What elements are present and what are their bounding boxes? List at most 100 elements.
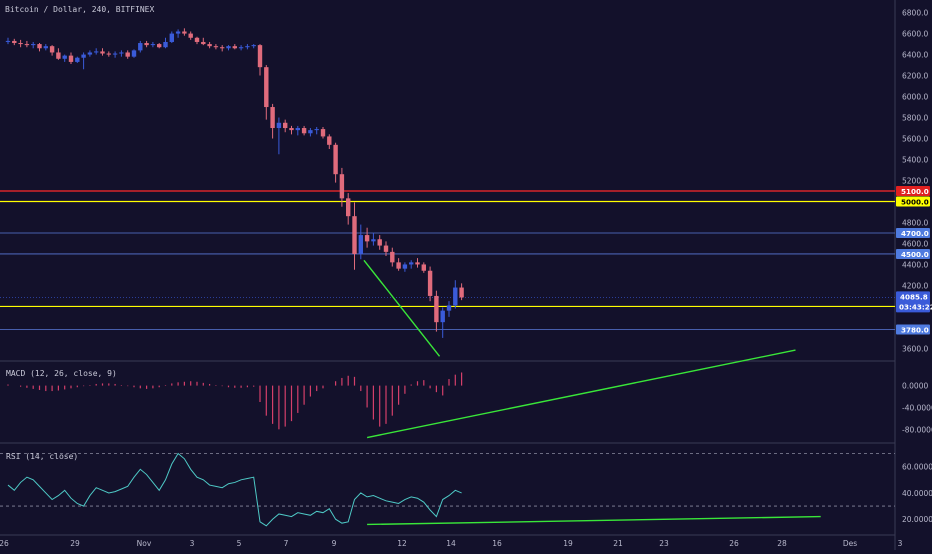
level-tag-label: 4700.0 (901, 229, 929, 238)
rsi-tick-label: 20.0000 (902, 515, 932, 524)
macd-tick-label: -80.0000 (902, 425, 932, 434)
candle-body (301, 128, 307, 134)
price-tick-label: 6400.0 (902, 51, 928, 60)
candle-body (402, 264, 408, 269)
candle-body (257, 45, 263, 68)
candle-body (194, 37, 200, 42)
candle-body (125, 52, 130, 57)
level-tag-label: 3780.0 (901, 326, 929, 335)
candle-body (226, 46, 231, 49)
candle-body (434, 295, 439, 323)
macd-tick-label: 0.0000 (902, 382, 928, 391)
rsi-trendline[interactable] (367, 515, 821, 526)
candle-body (138, 43, 143, 51)
macd-tick-label: -40.0000 (902, 403, 932, 412)
price-tick-label: 5400.0 (902, 156, 928, 165)
candle-body (24, 44, 30, 46)
time-tick-label: 7 (284, 539, 289, 548)
candle-body (232, 46, 237, 49)
last-price-tag (896, 291, 930, 313)
time-tick-label: 5 (237, 539, 242, 548)
candle-body (112, 53, 118, 55)
candle-body (238, 47, 244, 49)
candle-body (131, 50, 137, 57)
level-tag (896, 324, 930, 335)
candle-body (320, 129, 326, 137)
candle-body (377, 239, 382, 246)
time-tick-label: 3 (898, 539, 903, 548)
candle-body (31, 44, 36, 46)
price-tick-label: 4600.0 (902, 239, 928, 248)
price-tick-label: 5800.0 (902, 114, 928, 123)
candle-body (421, 264, 426, 271)
candle-body (364, 235, 370, 242)
price-tick-label: 4800.0 (902, 218, 928, 227)
candle-body (213, 46, 219, 48)
candle-body (314, 129, 319, 131)
price-trendline[interactable] (363, 259, 441, 357)
candle-body (283, 122, 288, 129)
candle-body (371, 239, 376, 242)
level-tag (896, 196, 930, 207)
price-tick-label: 5200.0 (902, 177, 928, 186)
candle-body (144, 43, 149, 46)
time-tick-label: Nov (137, 539, 152, 548)
candle-body (440, 310, 445, 323)
candle-body (327, 136, 332, 145)
candle-body (81, 54, 86, 58)
level-tag-label: 5000.0 (901, 197, 929, 206)
candle-body (201, 41, 206, 45)
candle-body (37, 44, 42, 49)
time-tick-label: 29 (70, 539, 80, 548)
candle-body (427, 270, 433, 296)
price-tick-label: 6000.0 (902, 93, 928, 102)
chart-title: Bitcoin / Dollar, 240, BITFINEX (5, 5, 154, 14)
last-price-label: 4085.8 (900, 292, 928, 301)
candle-body (182, 31, 187, 34)
candle-body (119, 52, 124, 54)
price-tick-label: 4200.0 (902, 281, 928, 290)
candle-body (43, 46, 48, 49)
candle-body (264, 67, 269, 108)
candle-body (415, 262, 420, 265)
time-tick-label: 26 (729, 539, 739, 548)
candle-body (87, 52, 93, 55)
axes: 6800.0 6600.0 6400.0 6200.0 6000.0 5800.0 5600… (0, 9, 932, 548)
time-tick-label: 21 (613, 539, 623, 548)
candle-body (251, 45, 256, 47)
candle-body (207, 44, 212, 47)
candle-body (56, 52, 61, 59)
candle-body (106, 53, 111, 55)
price-tick-label: 4400.0 (902, 260, 928, 269)
time-tick-label: 16 (492, 539, 502, 548)
candle-body (100, 51, 105, 54)
level-tag-label: 5100.0 (901, 187, 929, 196)
candle-body (308, 130, 313, 134)
price-tick-label: 3600.0 (902, 344, 928, 353)
candle-body (163, 41, 168, 48)
price-tick-label: 6800.0 (902, 9, 928, 18)
candle-body (409, 262, 414, 265)
time-tick-label: 3 (190, 539, 195, 548)
rsi-line (7, 452, 462, 527)
macd-trendline[interactable] (366, 349, 796, 439)
macd-histogram (7, 372, 463, 430)
trendlines[interactable] (363, 259, 821, 526)
candle-body (333, 144, 338, 175)
rsi-tick-label: 60.0000 (902, 463, 932, 472)
candle-body (352, 216, 357, 254)
candle-body (188, 33, 193, 38)
rsi-pane (0, 452, 895, 527)
macd-title: MACD (12, 26, close, 9) (6, 369, 117, 378)
candle-body (18, 43, 23, 45)
price-tick-label: 6200.0 (902, 72, 928, 81)
candle-body (62, 55, 67, 59)
time-tick-label: 12 (397, 539, 407, 548)
level-tag-label: 4500.0 (901, 250, 929, 259)
candle-body (383, 245, 389, 252)
candle-body (150, 44, 156, 46)
candle-body (94, 51, 99, 53)
